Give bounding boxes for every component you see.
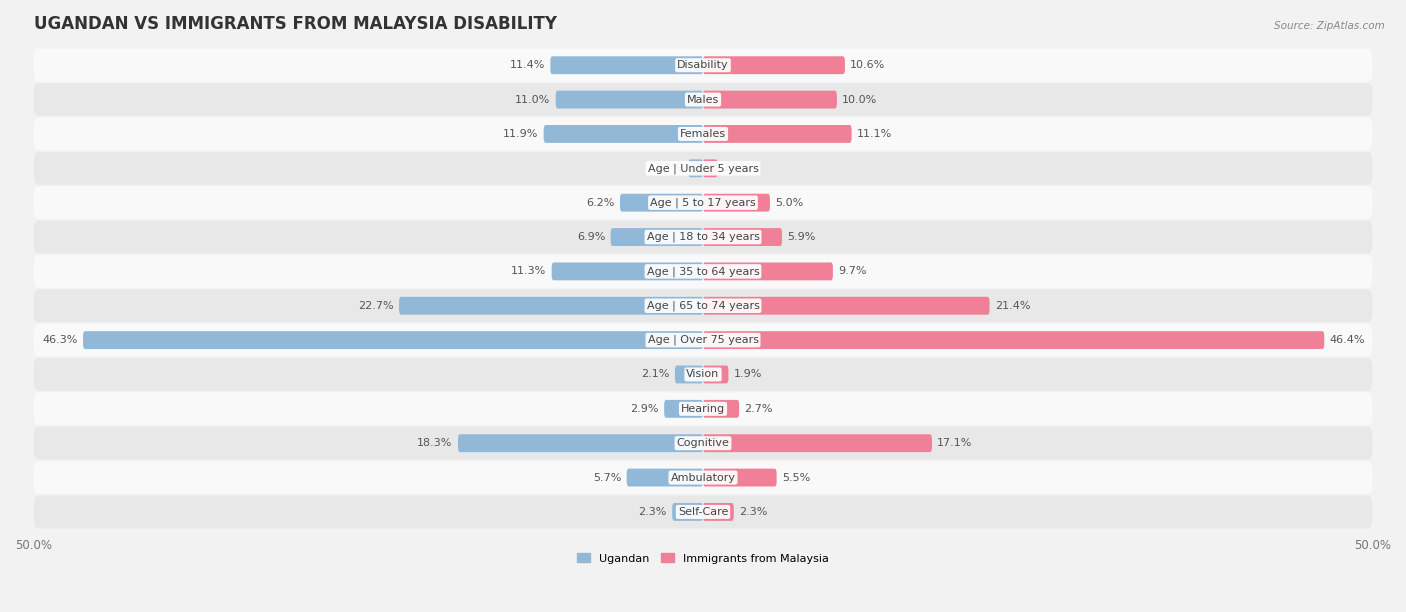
Text: Vision: Vision — [686, 370, 720, 379]
Text: 5.7%: 5.7% — [593, 472, 621, 482]
Text: 5.9%: 5.9% — [787, 232, 815, 242]
FancyBboxPatch shape — [34, 496, 1372, 528]
FancyBboxPatch shape — [703, 263, 832, 280]
FancyBboxPatch shape — [703, 194, 770, 212]
Text: 18.3%: 18.3% — [418, 438, 453, 448]
Text: 6.9%: 6.9% — [576, 232, 605, 242]
FancyBboxPatch shape — [703, 400, 740, 418]
Text: 2.3%: 2.3% — [740, 507, 768, 517]
FancyBboxPatch shape — [34, 220, 1372, 253]
Text: 22.7%: 22.7% — [359, 300, 394, 311]
FancyBboxPatch shape — [34, 461, 1372, 494]
Text: Cognitive: Cognitive — [676, 438, 730, 448]
FancyBboxPatch shape — [34, 427, 1372, 460]
FancyBboxPatch shape — [703, 503, 734, 521]
FancyBboxPatch shape — [544, 125, 703, 143]
FancyBboxPatch shape — [34, 289, 1372, 323]
Text: 17.1%: 17.1% — [938, 438, 973, 448]
Text: 2.9%: 2.9% — [630, 404, 659, 414]
FancyBboxPatch shape — [34, 83, 1372, 116]
FancyBboxPatch shape — [458, 435, 703, 452]
FancyBboxPatch shape — [555, 91, 703, 108]
FancyBboxPatch shape — [34, 49, 1372, 82]
Text: 46.3%: 46.3% — [42, 335, 77, 345]
FancyBboxPatch shape — [83, 331, 703, 349]
Text: 5.0%: 5.0% — [775, 198, 804, 207]
FancyBboxPatch shape — [703, 365, 728, 383]
FancyBboxPatch shape — [664, 400, 703, 418]
FancyBboxPatch shape — [34, 152, 1372, 185]
Text: 2.1%: 2.1% — [641, 370, 669, 379]
Text: Self-Care: Self-Care — [678, 507, 728, 517]
Text: Age | Under 5 years: Age | Under 5 years — [648, 163, 758, 174]
Text: Disability: Disability — [678, 60, 728, 70]
Text: Age | 35 to 64 years: Age | 35 to 64 years — [647, 266, 759, 277]
Text: Males: Males — [688, 95, 718, 105]
Text: Ambulatory: Ambulatory — [671, 472, 735, 482]
FancyBboxPatch shape — [34, 358, 1372, 391]
FancyBboxPatch shape — [703, 228, 782, 246]
Text: Source: ZipAtlas.com: Source: ZipAtlas.com — [1274, 21, 1385, 31]
FancyBboxPatch shape — [34, 255, 1372, 288]
Text: 1.1%: 1.1% — [723, 163, 751, 173]
FancyBboxPatch shape — [703, 469, 776, 487]
Text: 6.2%: 6.2% — [586, 198, 614, 207]
FancyBboxPatch shape — [703, 91, 837, 108]
FancyBboxPatch shape — [627, 469, 703, 487]
FancyBboxPatch shape — [34, 186, 1372, 219]
Text: 2.3%: 2.3% — [638, 507, 666, 517]
FancyBboxPatch shape — [675, 365, 703, 383]
Text: 46.4%: 46.4% — [1330, 335, 1365, 345]
Text: Age | 65 to 74 years: Age | 65 to 74 years — [647, 300, 759, 311]
Text: 11.1%: 11.1% — [858, 129, 893, 139]
Text: 21.4%: 21.4% — [995, 300, 1031, 311]
Text: UGANDAN VS IMMIGRANTS FROM MALAYSIA DISABILITY: UGANDAN VS IMMIGRANTS FROM MALAYSIA DISA… — [34, 15, 557, 33]
Text: 11.9%: 11.9% — [503, 129, 538, 139]
Text: 1.1%: 1.1% — [655, 163, 683, 173]
Text: Age | 5 to 17 years: Age | 5 to 17 years — [650, 198, 756, 208]
FancyBboxPatch shape — [703, 435, 932, 452]
Text: Hearing: Hearing — [681, 404, 725, 414]
FancyBboxPatch shape — [703, 331, 1324, 349]
Text: Age | 18 to 34 years: Age | 18 to 34 years — [647, 232, 759, 242]
Text: 11.0%: 11.0% — [515, 95, 550, 105]
Text: 10.0%: 10.0% — [842, 95, 877, 105]
FancyBboxPatch shape — [34, 118, 1372, 151]
FancyBboxPatch shape — [399, 297, 703, 315]
Text: 10.6%: 10.6% — [851, 60, 886, 70]
Text: 5.5%: 5.5% — [782, 472, 810, 482]
FancyBboxPatch shape — [703, 56, 845, 74]
FancyBboxPatch shape — [703, 297, 990, 315]
Text: 11.3%: 11.3% — [512, 266, 547, 277]
Text: Females: Females — [681, 129, 725, 139]
FancyBboxPatch shape — [551, 263, 703, 280]
FancyBboxPatch shape — [34, 324, 1372, 357]
Text: 1.9%: 1.9% — [734, 370, 762, 379]
FancyBboxPatch shape — [34, 392, 1372, 425]
FancyBboxPatch shape — [620, 194, 703, 212]
Text: 9.7%: 9.7% — [838, 266, 866, 277]
Text: 11.4%: 11.4% — [509, 60, 546, 70]
Legend: Ugandan, Immigrants from Malaysia: Ugandan, Immigrants from Malaysia — [572, 549, 834, 568]
Text: Age | Over 75 years: Age | Over 75 years — [648, 335, 758, 345]
FancyBboxPatch shape — [689, 159, 703, 177]
Text: 2.7%: 2.7% — [745, 404, 773, 414]
FancyBboxPatch shape — [610, 228, 703, 246]
FancyBboxPatch shape — [672, 503, 703, 521]
FancyBboxPatch shape — [550, 56, 703, 74]
FancyBboxPatch shape — [703, 125, 852, 143]
FancyBboxPatch shape — [703, 159, 717, 177]
